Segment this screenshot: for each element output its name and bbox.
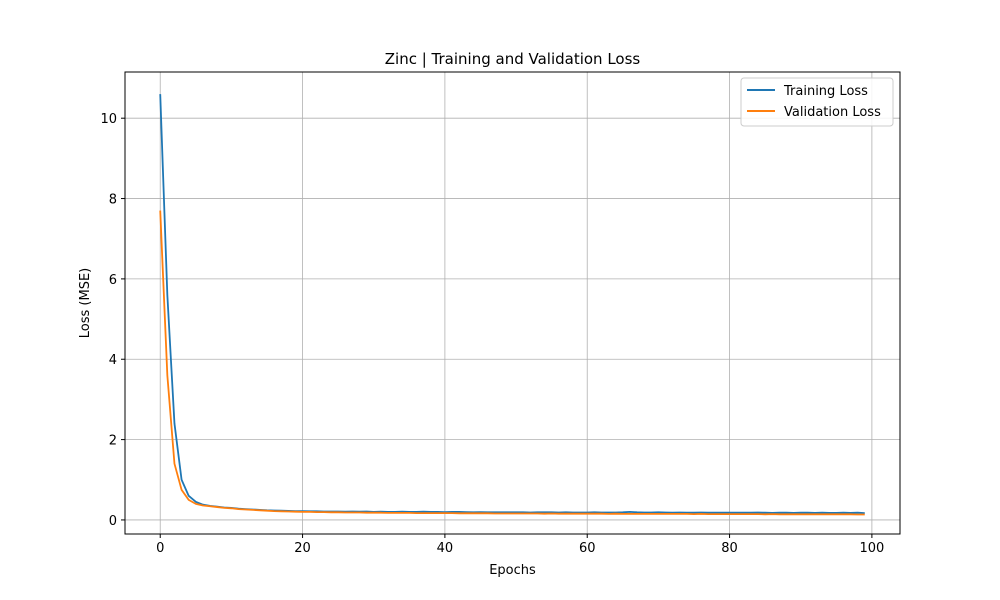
y-axis-ticks: 0 2 4 6 8 10 — [100, 112, 125, 529]
x-tick-label: 60 — [579, 541, 596, 556]
x-axis-ticks: 0 20 40 60 80 100 — [156, 534, 884, 556]
series-lines — [159, 94, 865, 516]
x-tick-label: 0 — [156, 541, 164, 556]
legend-box — [740, 77, 894, 127]
y-tick-label: 0 — [109, 514, 117, 529]
grid — [125, 72, 900, 534]
y-tick-label: 8 — [109, 193, 117, 208]
y-tick-label: 4 — [109, 353, 117, 368]
legend: Training Loss Validation Loss — [740, 77, 894, 127]
legend-label-training: Training Loss — [783, 84, 868, 99]
y-axis-label: Loss (MSE) — [78, 268, 93, 338]
legend-label-validation: Validation Loss — [784, 105, 881, 120]
series-line-validation — [159, 210, 865, 516]
x-axis-label: Epochs — [489, 563, 536, 578]
plot-frame — [124, 71, 901, 535]
x-tick-label: 20 — [294, 541, 311, 556]
x-tick-label: 100 — [859, 541, 884, 556]
x-tick-label: 80 — [721, 541, 738, 556]
y-tick-label: 6 — [109, 273, 117, 288]
x-tick-label: 40 — [437, 541, 454, 556]
y-tick-label: 10 — [100, 112, 117, 127]
chart-title: Zinc | Training and Validation Loss — [385, 50, 641, 68]
y-tick-label: 2 — [109, 434, 117, 449]
